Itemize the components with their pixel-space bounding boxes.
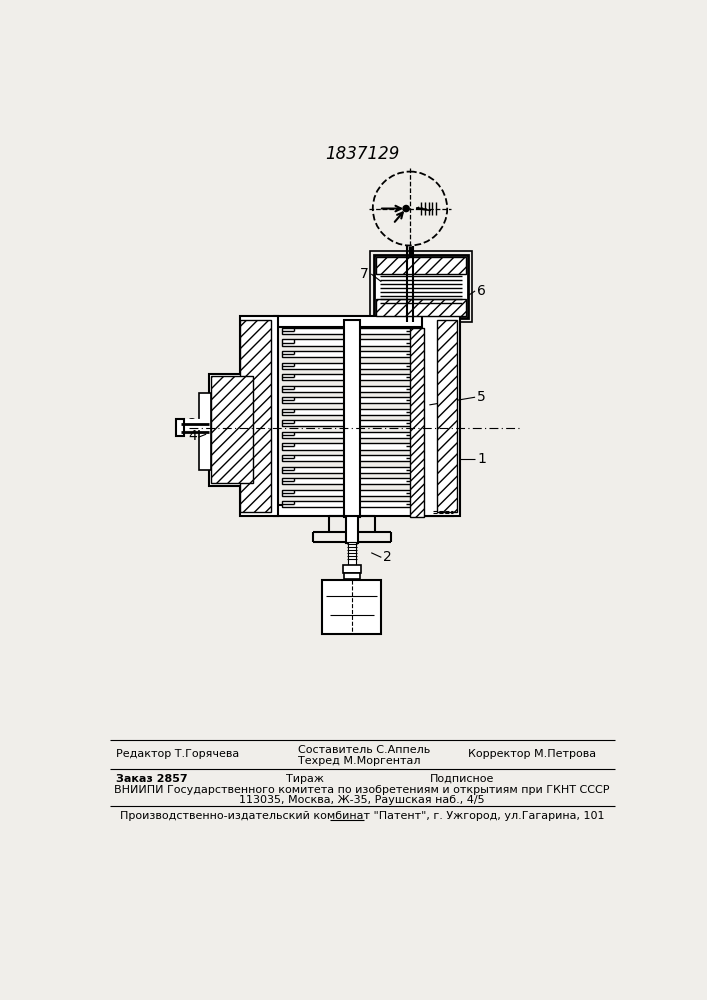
Bar (274, 316, 452, 327)
Bar (240, 316, 279, 516)
Bar (282, 443, 421, 450)
Text: 1: 1 (477, 452, 486, 466)
Bar (282, 363, 421, 369)
Bar (421, 316, 460, 516)
Text: 113035, Москва, Ж-35, Раушская наб., 4/5: 113035, Москва, Ж-35, Раушская наб., 4/5 (239, 795, 485, 805)
Bar (282, 374, 421, 380)
Text: Подписное: Подписное (429, 774, 493, 784)
Text: Техред М.Моргентал: Техред М.Моргентал (298, 756, 420, 766)
Bar (343, 565, 361, 573)
Bar (282, 432, 421, 438)
Text: 2: 2 (383, 550, 392, 564)
Bar (282, 386, 421, 392)
Bar (282, 397, 421, 403)
Bar (282, 478, 421, 484)
Bar (282, 420, 421, 426)
Text: 7: 7 (360, 267, 369, 281)
Text: Редактор Т.Горячева: Редактор Т.Горячева (115, 749, 239, 759)
Bar (282, 501, 421, 507)
Bar (282, 328, 421, 334)
Bar (199, 393, 211, 470)
Bar (437, 320, 457, 512)
Text: Заказ 2857: Заказ 2857 (115, 774, 187, 784)
Bar (274, 505, 452, 516)
Bar (282, 455, 421, 461)
Text: 1837129: 1837129 (325, 145, 399, 163)
Bar (346, 516, 358, 543)
Bar (373, 255, 468, 318)
Bar (376, 257, 466, 274)
Bar (282, 339, 421, 346)
Bar (282, 409, 421, 415)
Bar (344, 320, 360, 517)
Text: 4: 4 (188, 429, 197, 443)
Bar (282, 466, 421, 473)
Bar (176, 419, 184, 436)
Bar (410, 328, 424, 517)
Bar (348, 542, 356, 565)
Bar (240, 320, 271, 512)
Text: Составитель С.Аппель: Составитель С.Аппель (298, 745, 430, 755)
Text: 6: 6 (477, 284, 486, 298)
Bar (322, 580, 381, 634)
Text: 5: 5 (477, 390, 486, 404)
Text: Корректор М.Петрова: Корректор М.Петрова (468, 749, 596, 759)
Bar (211, 376, 253, 483)
Text: ВНИИПИ Государственного комитета по изобретениям и открытиям при ГКНТ СССР: ВНИИПИ Государственного комитета по изоб… (115, 785, 609, 795)
Text: Производственно-издательский комбинат "Патент", г. Ужгород, ул.Гагарина, 101: Производственно-издательский комбинат "П… (119, 811, 604, 821)
Bar (282, 351, 421, 357)
Circle shape (403, 205, 409, 212)
Text: Тираж: Тираж (286, 774, 324, 784)
Bar (376, 299, 466, 316)
Bar (209, 374, 267, 486)
Bar (370, 251, 472, 322)
Bar (282, 490, 421, 496)
Text: 3: 3 (188, 417, 197, 431)
Bar (344, 573, 360, 579)
